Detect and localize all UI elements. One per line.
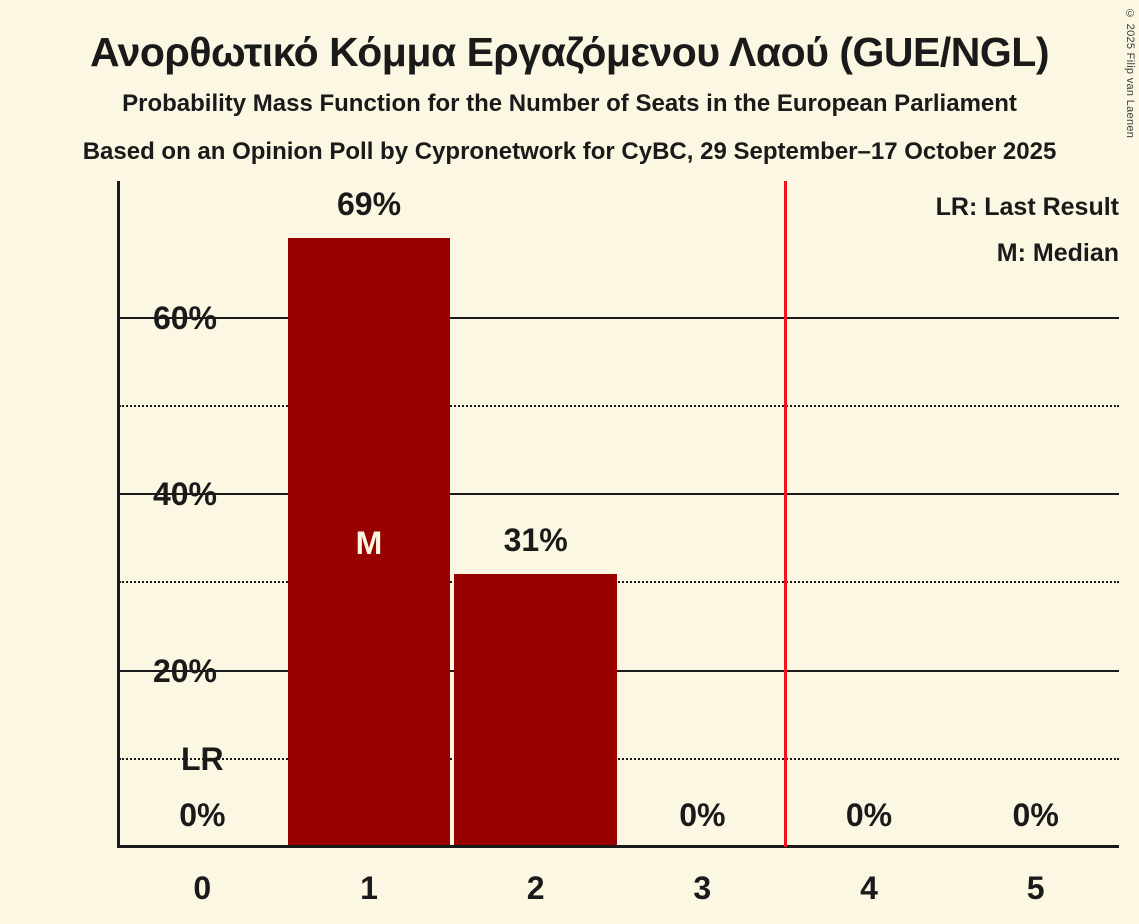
y-axis-line bbox=[117, 181, 120, 847]
gridline-dotted bbox=[119, 581, 1119, 584]
x-axis-line bbox=[117, 845, 1119, 848]
threshold-line bbox=[784, 181, 788, 847]
x-axis-tick-label: 4 bbox=[860, 870, 878, 906]
bar bbox=[287, 238, 451, 847]
bar-value-label: 0% bbox=[845, 797, 893, 833]
bar-value-label: 0% bbox=[679, 797, 726, 833]
y-axis-tick-label: 20% bbox=[152, 652, 217, 689]
x-axis-tick-label: 3 bbox=[693, 870, 712, 906]
median-marker: M bbox=[355, 524, 383, 561]
bar-value-label: 31% bbox=[503, 521, 568, 558]
x-axis-tick-label: 0 bbox=[193, 870, 212, 906]
gridline-solid bbox=[119, 316, 1119, 319]
chart-title: Ανορθωτικό Κόμμα Εργαζόμενου Λαού (GUE/N… bbox=[90, 29, 1049, 75]
chart-source-subtitle: Based on an Opinion Poll by Cypronetwork… bbox=[82, 138, 1057, 165]
legend-median: M: Median bbox=[996, 239, 1119, 267]
x-axis-tick-label: 1 bbox=[360, 870, 378, 906]
chart-legend: LR: Last Result M: Median bbox=[936, 184, 1119, 276]
gridline-solid bbox=[119, 669, 1119, 672]
gridline-solid bbox=[119, 493, 1119, 496]
chart-subtitle: Probability Mass Function for the Number… bbox=[122, 90, 1017, 117]
bar-value-label: 0% bbox=[179, 797, 226, 833]
pmf-bar-chart: 20% 40% 60% 0% 0 69% 1 31% 2 0% 3 0% 4 0% 5 LR M LR: Las… bbox=[117, 181, 1119, 904]
x-axis-tick-label: 5 bbox=[1026, 870, 1045, 906]
y-axis-tick-label: 60% bbox=[152, 299, 217, 336]
gridline-dotted bbox=[119, 404, 1119, 407]
copyright-notice: © 2025 Filip van Laenen bbox=[1124, 8, 1136, 139]
y-axis-tick-label: 40% bbox=[152, 476, 217, 513]
legend-last-result: LR: Last Result bbox=[935, 193, 1119, 221]
bar bbox=[454, 573, 617, 847]
last-result-marker: LR bbox=[181, 740, 224, 777]
gridline-dotted bbox=[119, 757, 1119, 760]
bar-value-label: 69% bbox=[336, 186, 402, 223]
bar-value-label: 0% bbox=[1012, 797, 1059, 833]
x-axis-tick-label: 2 bbox=[526, 870, 545, 906]
